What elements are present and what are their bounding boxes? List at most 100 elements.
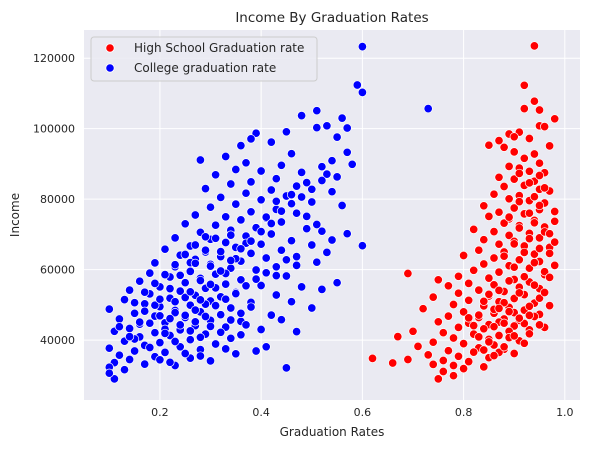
high-school-point: [545, 248, 555, 258]
x-tick-label: 0.2: [151, 406, 169, 419]
high-school-point: [524, 208, 534, 218]
high-school-point: [433, 374, 443, 384]
high-school-point: [459, 307, 469, 317]
high-school-point: [509, 203, 519, 213]
high-school-point: [489, 227, 499, 237]
high-school-point: [443, 311, 453, 321]
high-school-point: [453, 322, 464, 332]
college-point: [317, 162, 327, 172]
college-point: [307, 184, 317, 194]
college-point: [256, 239, 266, 249]
college-point: [119, 365, 130, 375]
high-school-point: [494, 207, 504, 217]
high-school-point: [479, 201, 489, 211]
college-point: [286, 199, 297, 209]
high-school-point: [469, 321, 479, 331]
college-point: [200, 232, 211, 242]
college-point: [322, 169, 332, 179]
college-point: [180, 310, 190, 320]
high-school-point: [464, 357, 474, 367]
college-point: [145, 342, 155, 353]
college-point: [125, 285, 135, 295]
x-tick-label: 0.4: [252, 406, 270, 419]
high-school-point: [453, 271, 464, 281]
college-point: [332, 278, 342, 288]
college-point: [104, 368, 114, 378]
college-point: [312, 219, 322, 230]
high-school-point: [524, 310, 534, 320]
high-school-point: [529, 258, 539, 268]
high-school-point: [514, 313, 524, 323]
college-point: [130, 298, 140, 308]
college-point: [312, 257, 322, 267]
high-school-point: [534, 320, 545, 330]
college-point: [276, 160, 286, 170]
college-point: [307, 240, 317, 250]
college-point: [286, 149, 297, 159]
high-school-point: [540, 122, 550, 132]
college-point: [271, 290, 281, 300]
college-point: [109, 374, 119, 384]
college-point: [165, 284, 175, 294]
college-point: [114, 322, 124, 332]
chart-title: Income By Graduation Rates: [235, 10, 428, 26]
high-school-point: [403, 268, 413, 279]
college-point: [170, 260, 180, 270]
college-point: [317, 284, 327, 294]
college-point: [221, 212, 231, 222]
high-school-point: [534, 200, 545, 211]
college-point: [246, 177, 256, 187]
college-point: [286, 236, 297, 246]
college-point: [160, 270, 170, 280]
college-point: [119, 295, 130, 305]
high-school-point: [524, 178, 534, 188]
high-school-point: [534, 158, 545, 168]
high-school-point: [540, 267, 550, 277]
college-point: [423, 104, 433, 114]
high-school-point: [479, 324, 489, 334]
high-school-point: [524, 133, 534, 144]
college-point: [281, 271, 291, 281]
college-point: [241, 188, 251, 198]
college-point: [216, 327, 226, 337]
college-point: [256, 227, 266, 237]
high-school-point: [499, 181, 509, 192]
high-school-point: [519, 272, 529, 282]
college-point: [185, 326, 195, 336]
high-school-point: [514, 223, 524, 233]
college-point: [281, 127, 291, 137]
high-school-point: [448, 360, 459, 371]
high-school-point: [529, 280, 539, 290]
high-school-point: [519, 80, 529, 90]
high-school-point: [550, 260, 560, 270]
high-school-point: [479, 362, 489, 372]
legend: High School Graduation rate College grad…: [90, 36, 318, 82]
college-point: [104, 343, 114, 353]
college-point: [297, 167, 307, 177]
high-school-point: [413, 341, 423, 351]
college-point: [150, 258, 160, 268]
high-school-point: [494, 330, 504, 341]
high-school-point: [479, 345, 489, 355]
high-school-point: [474, 285, 484, 295]
college-point: [292, 260, 302, 270]
high-school-point: [469, 347, 479, 357]
legend-box: [90, 36, 318, 82]
college-point: [104, 304, 114, 314]
high-school-point: [479, 259, 489, 269]
college-point: [292, 252, 302, 262]
college-point: [165, 314, 175, 324]
college-point: [312, 106, 322, 116]
y-tick-label: 60000: [40, 264, 75, 277]
high-school-point: [524, 234, 534, 244]
college-point: [246, 236, 256, 246]
college-point: [292, 208, 302, 218]
college-point: [251, 128, 261, 138]
college-point: [205, 202, 216, 212]
college-point: [357, 87, 367, 97]
high-school-point: [464, 313, 474, 323]
high-school-point: [550, 206, 560, 217]
high-school-point: [509, 293, 519, 304]
college-point: [286, 190, 297, 200]
